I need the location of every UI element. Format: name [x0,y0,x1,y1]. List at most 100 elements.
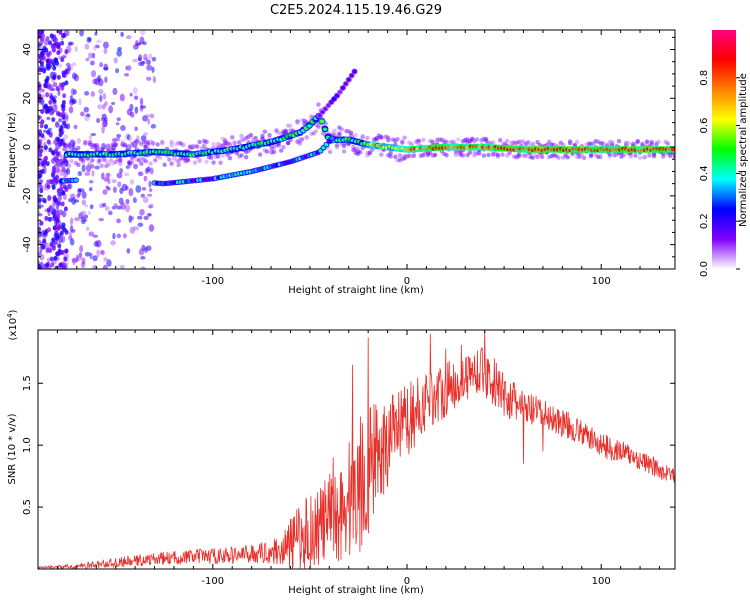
heatmap-cell [141,187,147,191]
heatmap-cell [112,87,118,96]
heatmap-cell [80,156,86,162]
heatmap-cell [45,75,50,81]
heatmap-cell [38,184,43,190]
y-tick-label: -40 [22,236,33,252]
heatmap-cell [69,145,74,151]
heatmap-cell [38,152,43,158]
spectrogram-frame [37,29,676,270]
heatmap-cell [104,159,109,164]
heatmap-cell [500,152,505,157]
heatmap-cell [73,178,78,182]
heatmap-cell [227,142,233,147]
heatmap-cell [264,149,270,154]
heatmap-cell [313,128,319,134]
colorbar-tick-label: 0.2 [699,213,710,229]
snr-frame [37,329,676,570]
heatmap-cell [98,217,105,222]
heatmap-cell [55,209,60,215]
heatmap-cell [105,172,111,178]
heatmap-cell [54,225,59,231]
heatmap-cell [530,155,536,160]
heatmap-cell [327,149,333,155]
heatmap-cell [78,98,82,106]
heatmap-cell [55,251,60,257]
heatmap-cell [588,152,594,158]
heatmap-cell [87,140,93,145]
heatmap-cell [111,179,117,184]
heatmap-cell [48,84,54,91]
heatmap-cell [319,119,325,124]
heatmap-cell [64,80,69,86]
heatmap-cell [38,197,42,203]
heatmap-cell [176,162,181,168]
heatmap-cell [96,249,100,258]
x-tick-label: 0 [404,576,410,587]
heatmap-cell [46,139,51,145]
heatmap-cell [76,162,81,168]
heatmap-cell [102,93,107,100]
heatmap-cell [108,158,114,163]
heatmap-cell [128,134,133,143]
heatmap-cell [53,255,58,261]
heatmap-cell [299,137,305,142]
heatmap-cell [119,187,124,195]
y-tick-label: 0 [22,144,33,150]
heatmap-cell [353,132,358,138]
heatmap-cell [484,136,489,142]
heatmap-cell [574,139,580,145]
heatmap-cell [55,153,60,158]
heatmap-cell [456,137,461,142]
heatmap-cell [556,155,561,160]
heatmap-cell [84,43,90,50]
heatmap-cell [43,103,48,109]
y-tick-label: 1.0 [22,437,33,453]
heatmap-cell [39,220,44,226]
heatmap-cell [80,111,85,117]
heatmap-cell [51,184,56,190]
heatmap-cell [132,197,137,204]
heatmap-cell [140,105,147,109]
heatmap-cell [115,68,120,74]
heatmap-cell [79,245,84,253]
heatmap-cell [38,43,42,48]
heatmap-cell [77,171,83,177]
heatmap-cell [110,240,116,246]
heatmap-cell [38,232,42,239]
heatmap-cell [62,93,67,99]
heatmap-cell [55,86,60,92]
colorbar-tick-label: 0.4 [699,165,710,181]
heatmap-cell [140,60,145,67]
heatmap-cell [125,198,130,205]
colorbar-tick-label: 0.0 [699,261,710,277]
heatmap-cell [39,61,44,67]
heatmap-cell [74,217,80,222]
heatmap-cell [477,151,482,156]
heatmap-cell [56,74,61,80]
snr-panel: -100 0 100 0.5 1.0 1.5 Height of straight li… [6,309,676,596]
heatmap-cell [143,159,149,164]
heatmap-cell [218,160,223,165]
heatmap-cell [386,135,391,140]
heatmap-cell [51,165,56,171]
heatmap-cell [672,152,675,158]
heatmap-cell [99,163,104,168]
heatmap-cell [278,148,284,153]
heatmap-cell [317,113,322,118]
heatmap-cell [76,137,81,144]
heatmap-cell [48,132,53,138]
heatmap-cell [57,243,62,249]
heatmap-cell [69,158,74,164]
heatmap-cell [112,137,118,143]
heatmap-cell [92,78,98,85]
y-tick-label: 0.5 [22,499,33,515]
heatmap-cell [51,47,56,53]
heatmap-cell [122,143,128,148]
x-tick-label: 100 [592,276,611,287]
heatmap-cell [379,152,384,157]
heatmap-cell [38,129,42,135]
heatmap-cell [38,173,42,179]
heatmap-cell [560,142,566,148]
heatmap-cell [656,139,661,145]
heatmap-cell [421,152,426,158]
heatmap-cell [140,193,146,198]
